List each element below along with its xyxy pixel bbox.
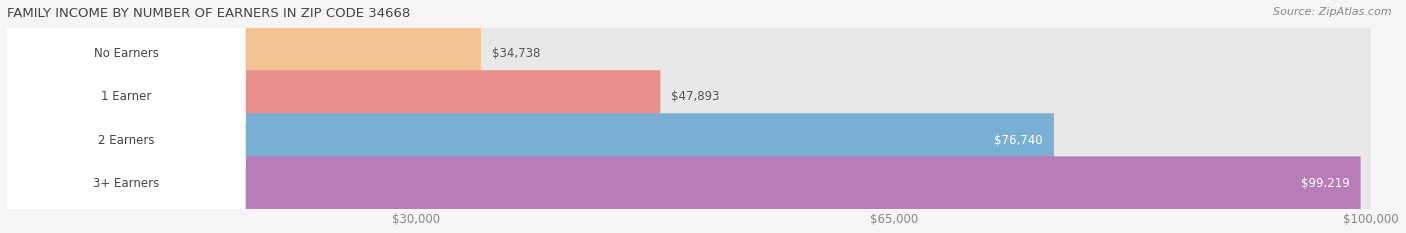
Text: 3+ Earners: 3+ Earners [93, 177, 159, 190]
FancyBboxPatch shape [7, 27, 246, 81]
FancyBboxPatch shape [7, 70, 246, 124]
FancyBboxPatch shape [7, 156, 1371, 210]
FancyBboxPatch shape [7, 70, 661, 124]
Text: $76,740: $76,740 [994, 134, 1043, 147]
Text: 1 Earner: 1 Earner [101, 90, 152, 103]
FancyBboxPatch shape [7, 27, 481, 81]
Text: 2 Earners: 2 Earners [98, 134, 155, 147]
FancyBboxPatch shape [7, 27, 1371, 81]
Text: $99,219: $99,219 [1301, 177, 1350, 190]
Text: $34,738: $34,738 [492, 47, 540, 60]
FancyBboxPatch shape [7, 156, 1361, 210]
FancyBboxPatch shape [7, 70, 1371, 124]
FancyBboxPatch shape [7, 113, 1371, 167]
Text: FAMILY INCOME BY NUMBER OF EARNERS IN ZIP CODE 34668: FAMILY INCOME BY NUMBER OF EARNERS IN ZI… [7, 7, 411, 20]
Text: Source: ZipAtlas.com: Source: ZipAtlas.com [1274, 7, 1392, 17]
Text: $47,893: $47,893 [671, 90, 720, 103]
FancyBboxPatch shape [7, 156, 246, 210]
Text: No Earners: No Earners [94, 47, 159, 60]
FancyBboxPatch shape [7, 113, 1054, 167]
FancyBboxPatch shape [7, 113, 246, 167]
